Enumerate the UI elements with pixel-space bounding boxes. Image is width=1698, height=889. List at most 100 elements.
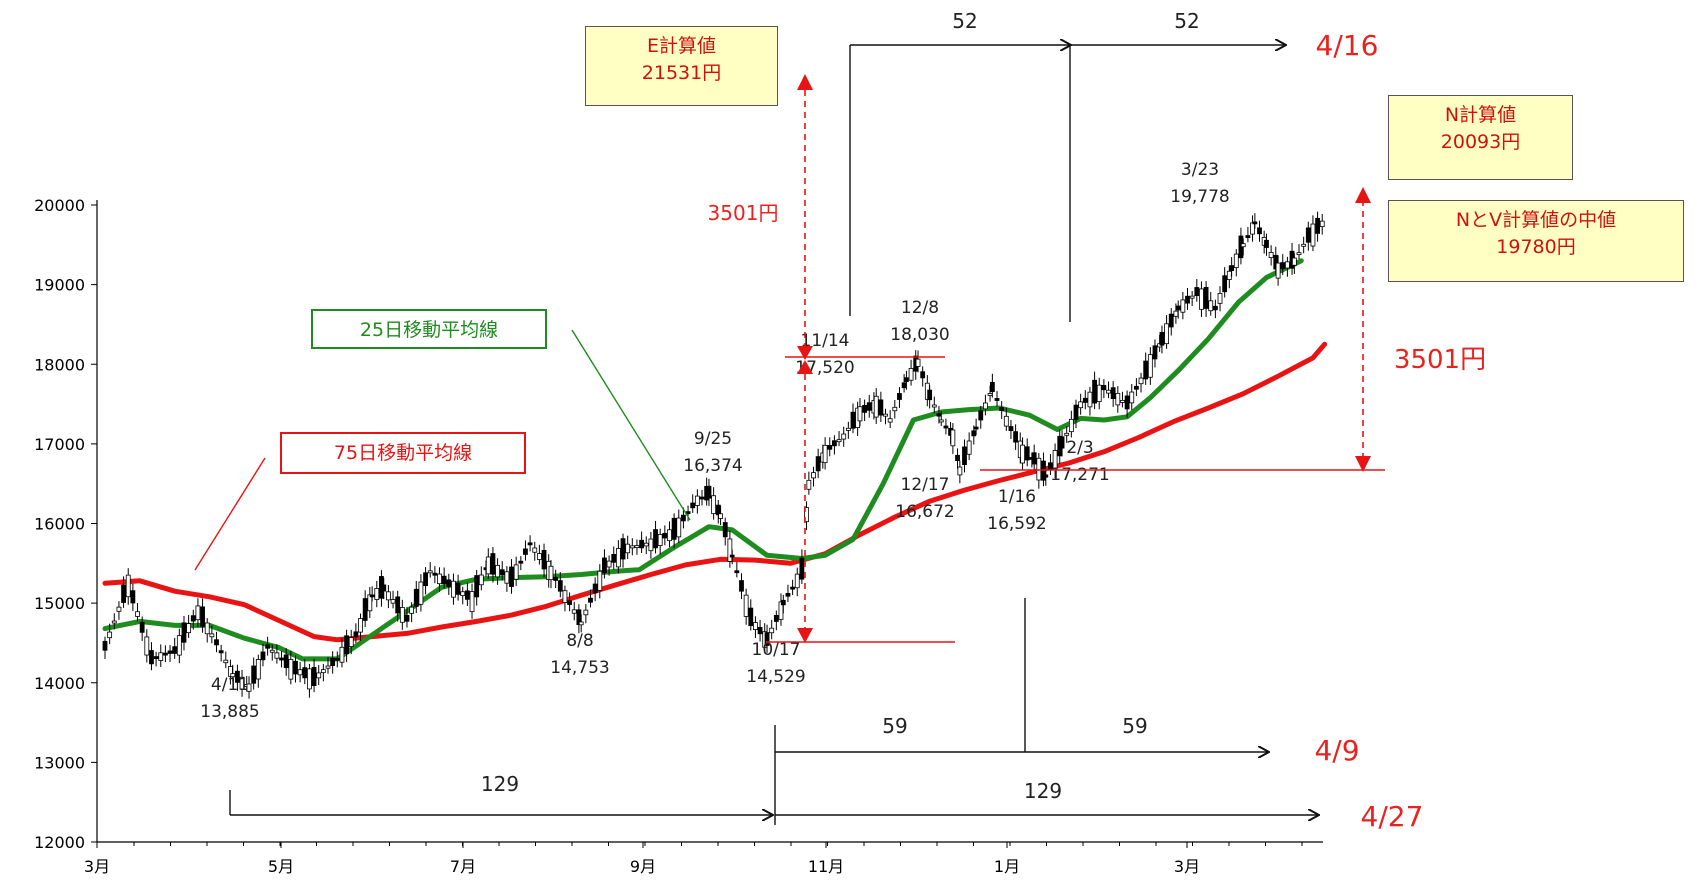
candle-body [144, 636, 150, 656]
candle-body [541, 549, 547, 570]
x-tick-label: 3月 [1174, 857, 1200, 876]
candle-body [694, 495, 700, 506]
candle-body [857, 406, 863, 422]
legend-ma25-pointer [571, 329, 691, 521]
candle-body [455, 582, 461, 595]
candle-body [1003, 415, 1009, 427]
candle-body [629, 545, 635, 549]
candle-body [553, 576, 559, 581]
candle-body [897, 393, 902, 400]
candle-body [706, 485, 712, 499]
candle-body [432, 572, 438, 576]
candle-body [1073, 404, 1079, 420]
candle-body [381, 584, 387, 592]
candle-body [722, 522, 728, 538]
candle-body [548, 565, 554, 581]
annotation-value: 16,672 [895, 502, 954, 522]
annotation-date: 12/17 [901, 475, 950, 495]
candle-body [446, 579, 452, 587]
candle-body [1143, 360, 1149, 380]
candle-body [218, 650, 224, 654]
candle-body [353, 631, 359, 638]
candle-body [794, 573, 800, 589]
candle-body [107, 631, 113, 639]
candle-body [399, 607, 405, 623]
candle-body [920, 371, 926, 379]
candle-body [404, 614, 410, 622]
candle-body [374, 588, 380, 600]
candle-body [841, 433, 847, 440]
legend-ma25: 25日移動平均線 [311, 309, 547, 349]
candle-body [1106, 389, 1111, 394]
e-calc-title: E計算値 [646, 35, 716, 57]
y-tick-label: 14000 [34, 674, 85, 693]
candle-body [1024, 446, 1030, 461]
candle-body [1120, 400, 1125, 403]
candle-body [620, 538, 626, 560]
candle-body [1291, 257, 1297, 266]
candle-body [1175, 305, 1181, 311]
candle-body [799, 557, 805, 580]
candle-body [1020, 444, 1025, 464]
annotation-value: 18,030 [890, 325, 949, 345]
span-label-52b: 52 [1174, 9, 1199, 33]
candle-body [125, 574, 131, 598]
candle-body [499, 569, 505, 576]
candle-body [625, 543, 631, 554]
ma25-line [102, 258, 1304, 662]
candle-body [901, 382, 907, 389]
candle-body [715, 504, 721, 516]
candle-body [485, 556, 491, 575]
annotation-value: 19,778 [1170, 187, 1229, 207]
candle-body [283, 654, 289, 668]
candle-body [320, 669, 326, 674]
candle-body [915, 358, 921, 367]
candle-body [994, 398, 1000, 401]
candle-body [1199, 288, 1204, 310]
candle-body [1043, 474, 1049, 478]
candle-body [764, 632, 770, 646]
candle-body [634, 545, 640, 548]
candle-body [971, 430, 977, 437]
candle-body [557, 580, 563, 592]
candle-body [989, 381, 995, 393]
candle-body [1036, 457, 1042, 481]
candle-body [836, 439, 842, 443]
candle-body [962, 446, 967, 466]
candle-body [657, 534, 663, 547]
candle-body [139, 621, 145, 633]
x-tick-label: 5月 [268, 857, 294, 876]
candle-body [344, 635, 349, 655]
e-calc-box: E計算値 21531円 [585, 26, 778, 106]
annotation-value: 16,374 [683, 456, 742, 476]
candle-body [153, 656, 159, 660]
candle-body [490, 553, 496, 575]
candle-body [111, 620, 117, 624]
candle-body [583, 609, 589, 616]
candle-body [423, 572, 428, 587]
candle-body [806, 479, 812, 490]
candle-body [908, 368, 914, 381]
candle-body [699, 496, 705, 500]
candle-body [186, 623, 192, 634]
candle-body [311, 666, 317, 687]
candle-body [1173, 310, 1179, 317]
candle-body [390, 599, 396, 604]
candle-body [251, 665, 257, 684]
price-series [102, 211, 1325, 699]
candle-body [316, 672, 322, 679]
candle-body [1194, 287, 1200, 297]
candle-body [176, 635, 182, 656]
candle-body [239, 676, 245, 690]
candle-body [1240, 243, 1246, 248]
annotation-value: 17,271 [1050, 465, 1109, 485]
candle-body [1168, 313, 1174, 328]
candle-body [1319, 220, 1325, 228]
candle-body [892, 406, 898, 412]
candle-body [785, 592, 791, 597]
candle-body [504, 571, 510, 584]
annotation-date: 8/8 [566, 631, 593, 651]
v-arrow-head-top [797, 360, 813, 374]
candle-body [1284, 261, 1290, 269]
annotation-value: 14,753 [550, 658, 609, 678]
